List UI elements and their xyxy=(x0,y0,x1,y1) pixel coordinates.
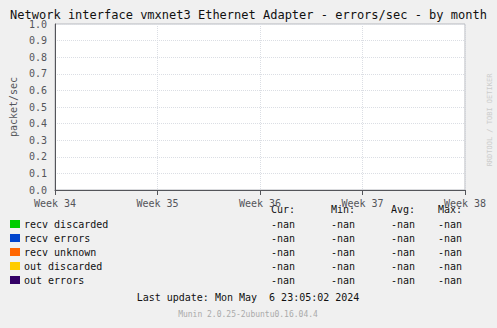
svg-text:0.4: 0.4 xyxy=(29,118,47,129)
svg-text:-nan: -nan xyxy=(331,275,355,286)
svg-text:-nan: -nan xyxy=(271,219,295,230)
svg-text:Week 35: Week 35 xyxy=(136,198,178,209)
svg-text:-nan: -nan xyxy=(438,247,462,258)
svg-text:Avg:: Avg: xyxy=(391,204,415,215)
svg-text:-nan: -nan xyxy=(391,247,415,258)
svg-text:recv errors: recv errors xyxy=(24,233,90,244)
svg-text:recv unknown: recv unknown xyxy=(24,247,96,258)
svg-text:-nan: -nan xyxy=(271,275,295,286)
svg-text:-nan: -nan xyxy=(331,233,355,244)
svg-text:0.3: 0.3 xyxy=(29,135,47,146)
svg-text:-nan: -nan xyxy=(331,219,355,230)
svg-text:-nan: -nan xyxy=(271,233,295,244)
svg-text:0.9: 0.9 xyxy=(29,35,47,46)
svg-text:Munin 2.0.25-2ubuntu0.16.04.4: Munin 2.0.25-2ubuntu0.16.04.4 xyxy=(178,310,318,319)
svg-text:-nan: -nan xyxy=(391,261,415,272)
svg-text:0.0: 0.0 xyxy=(29,185,47,196)
svg-text:0.6: 0.6 xyxy=(29,85,47,96)
svg-text:RRDTOOL / TOBI OETIKER: RRDTOOL / TOBI OETIKER xyxy=(486,73,494,167)
svg-text:-nan: -nan xyxy=(271,261,295,272)
svg-text:Last update: Mon May 6 23:05:: Last update: Mon May 6 23:05:02 2024 xyxy=(137,292,360,303)
svg-text:-nan: -nan xyxy=(438,233,462,244)
svg-text:-nan: -nan xyxy=(391,275,415,286)
svg-text:Week 36: Week 36 xyxy=(239,198,281,209)
svg-text:Week 34: Week 34 xyxy=(34,198,76,209)
svg-text:0.2: 0.2 xyxy=(29,151,47,162)
svg-text:out discarded: out discarded xyxy=(24,261,102,272)
svg-text:-nan: -nan xyxy=(438,219,462,230)
svg-text:packet/sec: packet/sec xyxy=(8,77,19,137)
svg-text:0.5: 0.5 xyxy=(29,102,47,113)
svg-text:-nan: -nan xyxy=(331,247,355,258)
svg-text:1.0: 1.0 xyxy=(28,18,47,30)
svg-text:0.1: 0.1 xyxy=(29,168,47,179)
svg-text:-nan: -nan xyxy=(331,261,355,272)
svg-text:Network interface vmxnet3 Ethe: Network interface vmxnet3 Ethernet Adapt… xyxy=(10,8,487,22)
svg-text:-nan: -nan xyxy=(271,247,295,258)
svg-text:-nan: -nan xyxy=(438,261,462,272)
svg-text:Min:: Min: xyxy=(330,203,355,215)
svg-text:out errors: out errors xyxy=(24,275,84,286)
svg-text:-nan: -nan xyxy=(438,275,462,286)
svg-text:Cur:: Cur: xyxy=(270,203,295,215)
svg-text:Week 38: Week 38 xyxy=(444,198,486,209)
svg-text:Max:: Max: xyxy=(437,203,462,215)
svg-text:-nan: -nan xyxy=(391,233,415,244)
svg-text:Week 37: Week 37 xyxy=(341,198,383,209)
svg-text:recv discarded: recv discarded xyxy=(24,219,108,230)
svg-text:0.8: 0.8 xyxy=(29,52,47,63)
svg-text:-nan: -nan xyxy=(391,219,415,230)
svg-text:0.7: 0.7 xyxy=(29,68,47,79)
